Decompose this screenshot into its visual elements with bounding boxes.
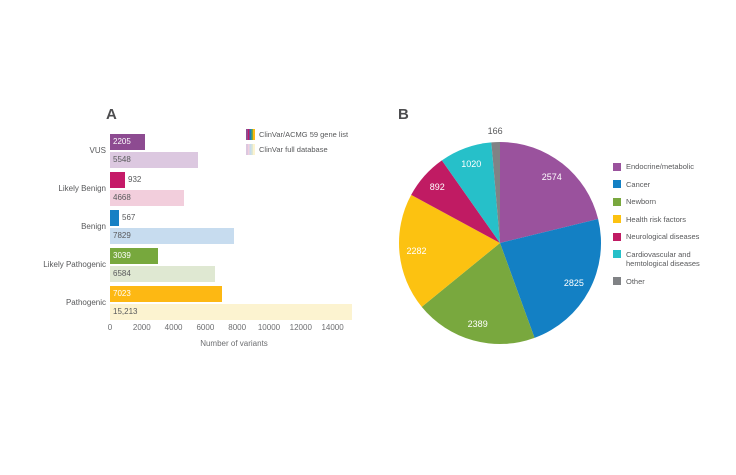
category-label: Likely Pathogenic: [43, 260, 106, 269]
bar-acmg-4: [110, 286, 222, 302]
legend-item-label: Health risk factors: [626, 214, 687, 224]
x-tick-label: 12000: [289, 323, 312, 332]
legend-item-label: Neurological diseases: [626, 232, 700, 241]
legend-item: Endocrine/metabolic: [613, 162, 731, 172]
legend-item: Health risk factors: [613, 215, 731, 225]
legend-item-label: ClinVar full database: [259, 145, 328, 154]
pie-value-label: 2574: [541, 172, 562, 183]
legend-swatch-icon: [246, 144, 255, 155]
bar-acmg-0: [110, 134, 145, 150]
legend-swatch-icon: [613, 162, 621, 171]
legend-item: Neurological diseases: [613, 232, 731, 242]
category-label: Benign: [81, 222, 106, 231]
legend-swatch-icon: [613, 197, 621, 206]
pie-legend: Endocrine/metabolic Cancer Newborn Health r…: [613, 162, 731, 294]
bar-acmg-2: [110, 210, 119, 226]
bar-value-label: 5548: [113, 155, 131, 164]
x-tick-label: 14000: [321, 323, 344, 332]
bar-value-label: 2205: [113, 137, 131, 146]
legend-item-label: Cardiovascular and hemtological diseases: [626, 249, 700, 269]
bar-value-label: 567: [122, 213, 136, 222]
legend-item-label: ClinVar/ACMG 59 gene list: [259, 130, 349, 139]
legend-item: Cardiovascular and hemtological diseases: [613, 250, 731, 269]
legend-item-label: Newborn: [626, 197, 657, 206]
legend-item-label: Cancer: [626, 179, 651, 189]
bar-full-4: [110, 304, 352, 320]
pie-value-label: 892: [429, 182, 445, 193]
bar-acmg-3: [110, 248, 158, 264]
legend-item-label: Other: [626, 276, 645, 286]
bar-value-label: 15,213: [113, 307, 138, 316]
pie-slice-3: [399, 194, 500, 307]
legend-swatch-icon: [613, 250, 621, 258]
bar-value-label: 7023: [113, 289, 131, 298]
x-tick-label: 8000: [228, 323, 247, 332]
legend-swatch-icon: [613, 180, 621, 188]
pie-value-label: 2825: [563, 277, 584, 288]
legend-item: Other: [613, 277, 731, 287]
pie-slice-5: [441, 142, 500, 243]
legend-item: Cancer: [613, 180, 731, 190]
pie-value-label: 2282: [406, 245, 427, 256]
bar-value-label: 6584: [113, 269, 131, 278]
x-tick-label: 0: [107, 323, 113, 332]
legend-item: ClinVar full database: [246, 144, 348, 155]
x-tick-label: 4000: [164, 323, 183, 332]
pie-slice-6: [491, 142, 500, 243]
legend-item-label: Endocrine/metabolic: [626, 162, 694, 171]
bar-value-label: 7829: [113, 231, 131, 240]
legend-swatch-icon: [613, 277, 621, 285]
bar-full-0: [110, 152, 198, 168]
bar-full-2: [110, 228, 234, 244]
pie-value-label: 166: [487, 126, 503, 137]
bar-legend: ClinVar/ACMG 59 gene list ClinVar full da…: [246, 129, 348, 159]
category-label: VUS: [89, 146, 106, 155]
panel-b-label: B: [398, 106, 409, 123]
category-label: Likely Benign: [58, 184, 106, 193]
panel-a-label: A: [106, 106, 117, 123]
x-tick-label: 2000: [132, 323, 151, 332]
legend-swatch-icon: [246, 129, 255, 140]
pie-value-label: 2389: [467, 318, 488, 329]
pie-slice-0: [500, 142, 599, 243]
legend-swatch-icon: [613, 232, 621, 241]
pie-slice-1: [500, 219, 602, 338]
x-tick-label: 6000: [196, 323, 215, 332]
bar-full-1: [110, 190, 184, 206]
pie-value-label: 1020: [461, 159, 482, 170]
legend-item: ClinVar/ACMG 59 gene list: [246, 129, 348, 140]
bar-full-3: [110, 266, 215, 282]
category-label: Pathogenic: [65, 298, 106, 307]
bar-value-label: 932: [128, 175, 142, 184]
legend-swatch-icon: [613, 215, 621, 223]
legend-item: Newborn: [613, 197, 731, 207]
x-axis-title: Number of variants: [200, 339, 268, 348]
pie-slice-4: [411, 160, 500, 243]
pie-slice-2: [421, 243, 535, 345]
bar-acmg-1: [110, 172, 125, 188]
bar-value-label: 4668: [113, 193, 131, 202]
pie-chart: [399, 142, 602, 345]
bar-value-label: 3039: [113, 251, 131, 260]
x-tick-label: 10000: [257, 323, 281, 332]
